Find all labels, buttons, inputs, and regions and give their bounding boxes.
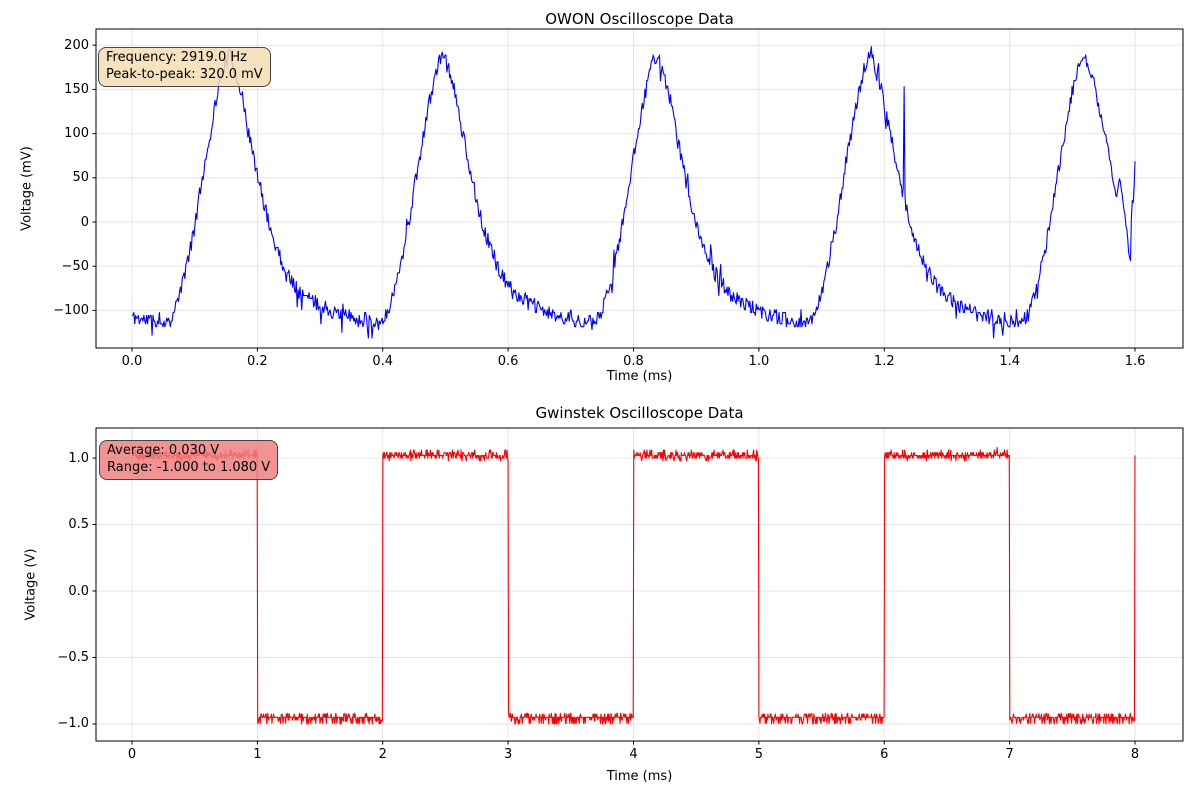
gwinstek-axes-frame (95, 427, 1184, 742)
y-tick-label: −1.0 (57, 716, 89, 732)
x-tick-label: 0.8 (623, 354, 644, 369)
y-tick-label: −100 (53, 302, 89, 318)
x-tick-label: 0.6 (497, 354, 519, 369)
annotation-range-line: Range: -1.000 to 1.080 V (107, 459, 271, 475)
y-tick-label: −0.5 (57, 649, 89, 665)
x-tick-label: 3 (503, 747, 513, 762)
y-tick-label: 0.5 (68, 517, 89, 533)
x-tick-label: 0.4 (372, 354, 394, 369)
plot2-annotation-box: Average: 0.030 V Range: -1.000 to 1.080 … (99, 440, 279, 480)
y-tick-label: 100 (64, 126, 89, 142)
y-tick-label: 200 (64, 37, 89, 53)
plot2-yaxis-label: Voltage (V) (23, 548, 39, 621)
tick-marks (92, 457, 1136, 745)
plot1-yaxis-label: Voltage (mV) (19, 146, 35, 231)
x-tick-label: 0.2 (247, 354, 268, 369)
y-tick-label: 50 (72, 170, 89, 186)
x-tick-label: 4 (629, 747, 638, 762)
x-tick-label: 0.0 (121, 354, 143, 369)
y-tick-label: 150 (64, 81, 89, 97)
plot1-title: OWON Oscilloscope Data (545, 10, 734, 28)
y-tick-label: 1.0 (68, 450, 89, 466)
y-tick-label: 0.0 (68, 583, 89, 599)
x-tick-label: 7 (1005, 747, 1014, 762)
x-tick-label: 1.4 (999, 354, 1020, 369)
x-tick-label: 1 (253, 747, 262, 762)
x-tick-label: 1.2 (873, 354, 895, 369)
annotation-average-line: Average: 0.030 V (107, 443, 220, 458)
y-tick-label: −50 (61, 258, 89, 274)
y-tick-label: 0 (80, 214, 89, 230)
plot1-annotation-box: Frequency: 2919.0 Hz Peak-to-peak: 320.0… (98, 47, 271, 87)
gwinstek-waveform-trace (131, 446, 1136, 725)
x-tick-label: 0 (127, 747, 137, 762)
plot2-xaxis-label: Time (ms) (606, 769, 673, 784)
x-tick-label: 6 (880, 747, 889, 762)
plot2-title: Gwinstek Oscilloscope Data (535, 404, 744, 422)
x-tick-label: 5 (754, 747, 763, 762)
x-tick-label: 2 (378, 747, 387, 762)
x-tick-label: 8 (1130, 747, 1140, 762)
owon-waveform-trace (131, 46, 1136, 339)
annotation-frequency-line: Frequency: 2919.0 Hz (106, 50, 247, 65)
plot1-xaxis-label: Time (ms) (606, 369, 673, 384)
gridlines (96, 29, 1183, 348)
annotation-peak-to-peak-line: Peak-to-peak: 320.0 mV (106, 66, 263, 82)
tick-marks (92, 44, 1136, 352)
x-tick-label: 1.6 (1124, 354, 1146, 369)
x-tick-label: 1.0 (748, 354, 770, 369)
owon-axes-frame (95, 28, 1184, 349)
